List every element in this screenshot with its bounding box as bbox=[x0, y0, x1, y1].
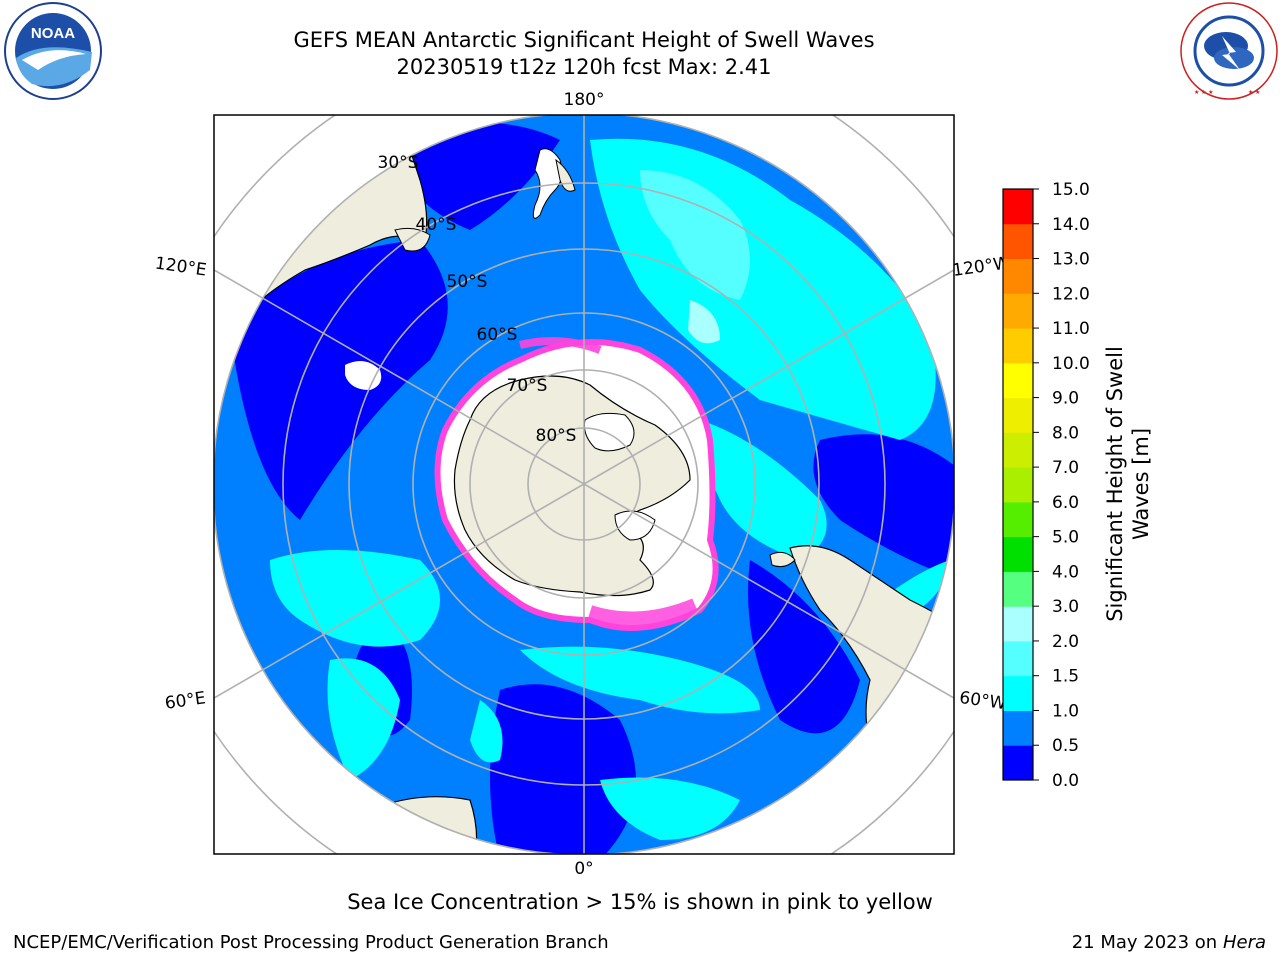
chart-title: GEFS MEAN Antarctic Significant Height o… bbox=[293, 28, 875, 52]
colorbar-tick-label: 0.0 bbox=[1052, 771, 1079, 791]
africa-landmass bbox=[369, 796, 478, 854]
svg-text:★ ★: ★ ★ bbox=[1248, 89, 1260, 96]
footer-date: 21 May 2023 on Hera bbox=[1072, 932, 1266, 953]
madagascar bbox=[239, 764, 297, 807]
sea-ice-caption: Sea Ice Concentration > 15% is shown in … bbox=[347, 890, 933, 914]
nws-logo: ★ ★ ★ ★ ★ bbox=[1180, 2, 1278, 100]
colorbar-bin bbox=[1003, 432, 1033, 468]
colorbar-tick-label: 3.0 bbox=[1052, 597, 1079, 617]
lon-label-180: 180° bbox=[564, 90, 605, 110]
lat-label-60s: 60°S bbox=[477, 325, 518, 345]
lon-label-120e: 120°E bbox=[154, 254, 208, 281]
colorbar-bin bbox=[1003, 606, 1033, 642]
colorbar-bin bbox=[1003, 710, 1033, 746]
lat-label-40s: 40°S bbox=[416, 215, 457, 235]
colorbar-tick-label: 4.0 bbox=[1052, 562, 1079, 582]
colorbar-tick-label: 10.0 bbox=[1052, 354, 1090, 374]
footer-date-text: 21 May 2023 on bbox=[1071, 932, 1218, 953]
colorbar-bin bbox=[1003, 293, 1033, 329]
colorbar-bin bbox=[1003, 223, 1033, 260]
colorbar-bin bbox=[1003, 328, 1033, 364]
colorbar-tick-label: 0.5 bbox=[1052, 736, 1079, 756]
colorbar-tick-label: 9.0 bbox=[1052, 389, 1079, 409]
colorbar-frame bbox=[1002, 188, 1034, 781]
colorbar-bin bbox=[1003, 571, 1033, 607]
footer-host: Hera bbox=[1222, 932, 1266, 953]
colorbar-bin bbox=[1003, 536, 1033, 572]
lon-label-60w: 60°W bbox=[958, 688, 1007, 714]
colorbar-tick-label: 14.0 bbox=[1052, 215, 1090, 235]
footer-branch: NCEP/EMC/Verification Post Processing Pr… bbox=[13, 932, 609, 953]
svg-text:★ ★ ★: ★ ★ ★ bbox=[1194, 89, 1213, 96]
graticule bbox=[214, 115, 954, 854]
colorbar-bin bbox=[1003, 189, 1033, 225]
lat-label-50s: 50°S bbox=[447, 272, 488, 292]
noaa-logo: NOAA bbox=[4, 2, 102, 100]
colorbar-bin bbox=[1003, 362, 1033, 399]
colorbar-tick-label: 6.0 bbox=[1052, 493, 1079, 513]
swell-height-field bbox=[214, 115, 954, 854]
colorbar-bin bbox=[1003, 258, 1033, 294]
colorbar-bin bbox=[1003, 397, 1033, 433]
colorbar bbox=[1003, 189, 1033, 781]
colorbar-bin bbox=[1003, 501, 1033, 538]
map-frame bbox=[213, 114, 955, 855]
colorbar-bin bbox=[1003, 745, 1033, 781]
colorbar-tick-label: 13.0 bbox=[1052, 250, 1090, 270]
colorbar-tick-label: 5.0 bbox=[1052, 528, 1079, 548]
colorbar-tick-label: 1.5 bbox=[1052, 667, 1079, 687]
colorbar-tick-label: 7.0 bbox=[1052, 458, 1079, 478]
colorbar-tick-label: 2.0 bbox=[1052, 632, 1079, 652]
colorbar-tick-label: 15.0 bbox=[1052, 180, 1090, 200]
lat-label-80s: 80°S bbox=[536, 426, 577, 446]
lat-label-30s: 30°S bbox=[378, 153, 419, 173]
colorbar-label-line2: Waves [m] bbox=[1129, 428, 1153, 540]
colorbar-bin bbox=[1003, 467, 1033, 503]
colorbar-label-line1: Significant Height of Swell bbox=[1103, 346, 1127, 622]
lon-label-60e: 60°E bbox=[164, 688, 207, 713]
lat-label-70s: 70°S bbox=[507, 376, 548, 396]
colorbar-ticks: 0.0 0.5 1.0 1.5 2.0 3.0 4.0 5.0 6.0 7.0 8.0 9.0 10.0… bbox=[1033, 180, 1090, 791]
colorbar-bin bbox=[1003, 640, 1033, 677]
colorbar-tick-label: 11.0 bbox=[1052, 319, 1090, 339]
colorbar-tick-label: 12.0 bbox=[1052, 284, 1090, 304]
noaa-logo-text: NOAA bbox=[31, 25, 75, 42]
chart-subtitle: 20230519 t12z 120h fcst Max: 2.41 bbox=[396, 55, 772, 79]
lon-label-0: 0° bbox=[574, 859, 593, 879]
colorbar-tick-label: 8.0 bbox=[1052, 423, 1079, 443]
new-zealand bbox=[532, 148, 563, 219]
colorbar-bin bbox=[1003, 675, 1033, 711]
colorbar-tick-label: 1.0 bbox=[1052, 701, 1079, 721]
